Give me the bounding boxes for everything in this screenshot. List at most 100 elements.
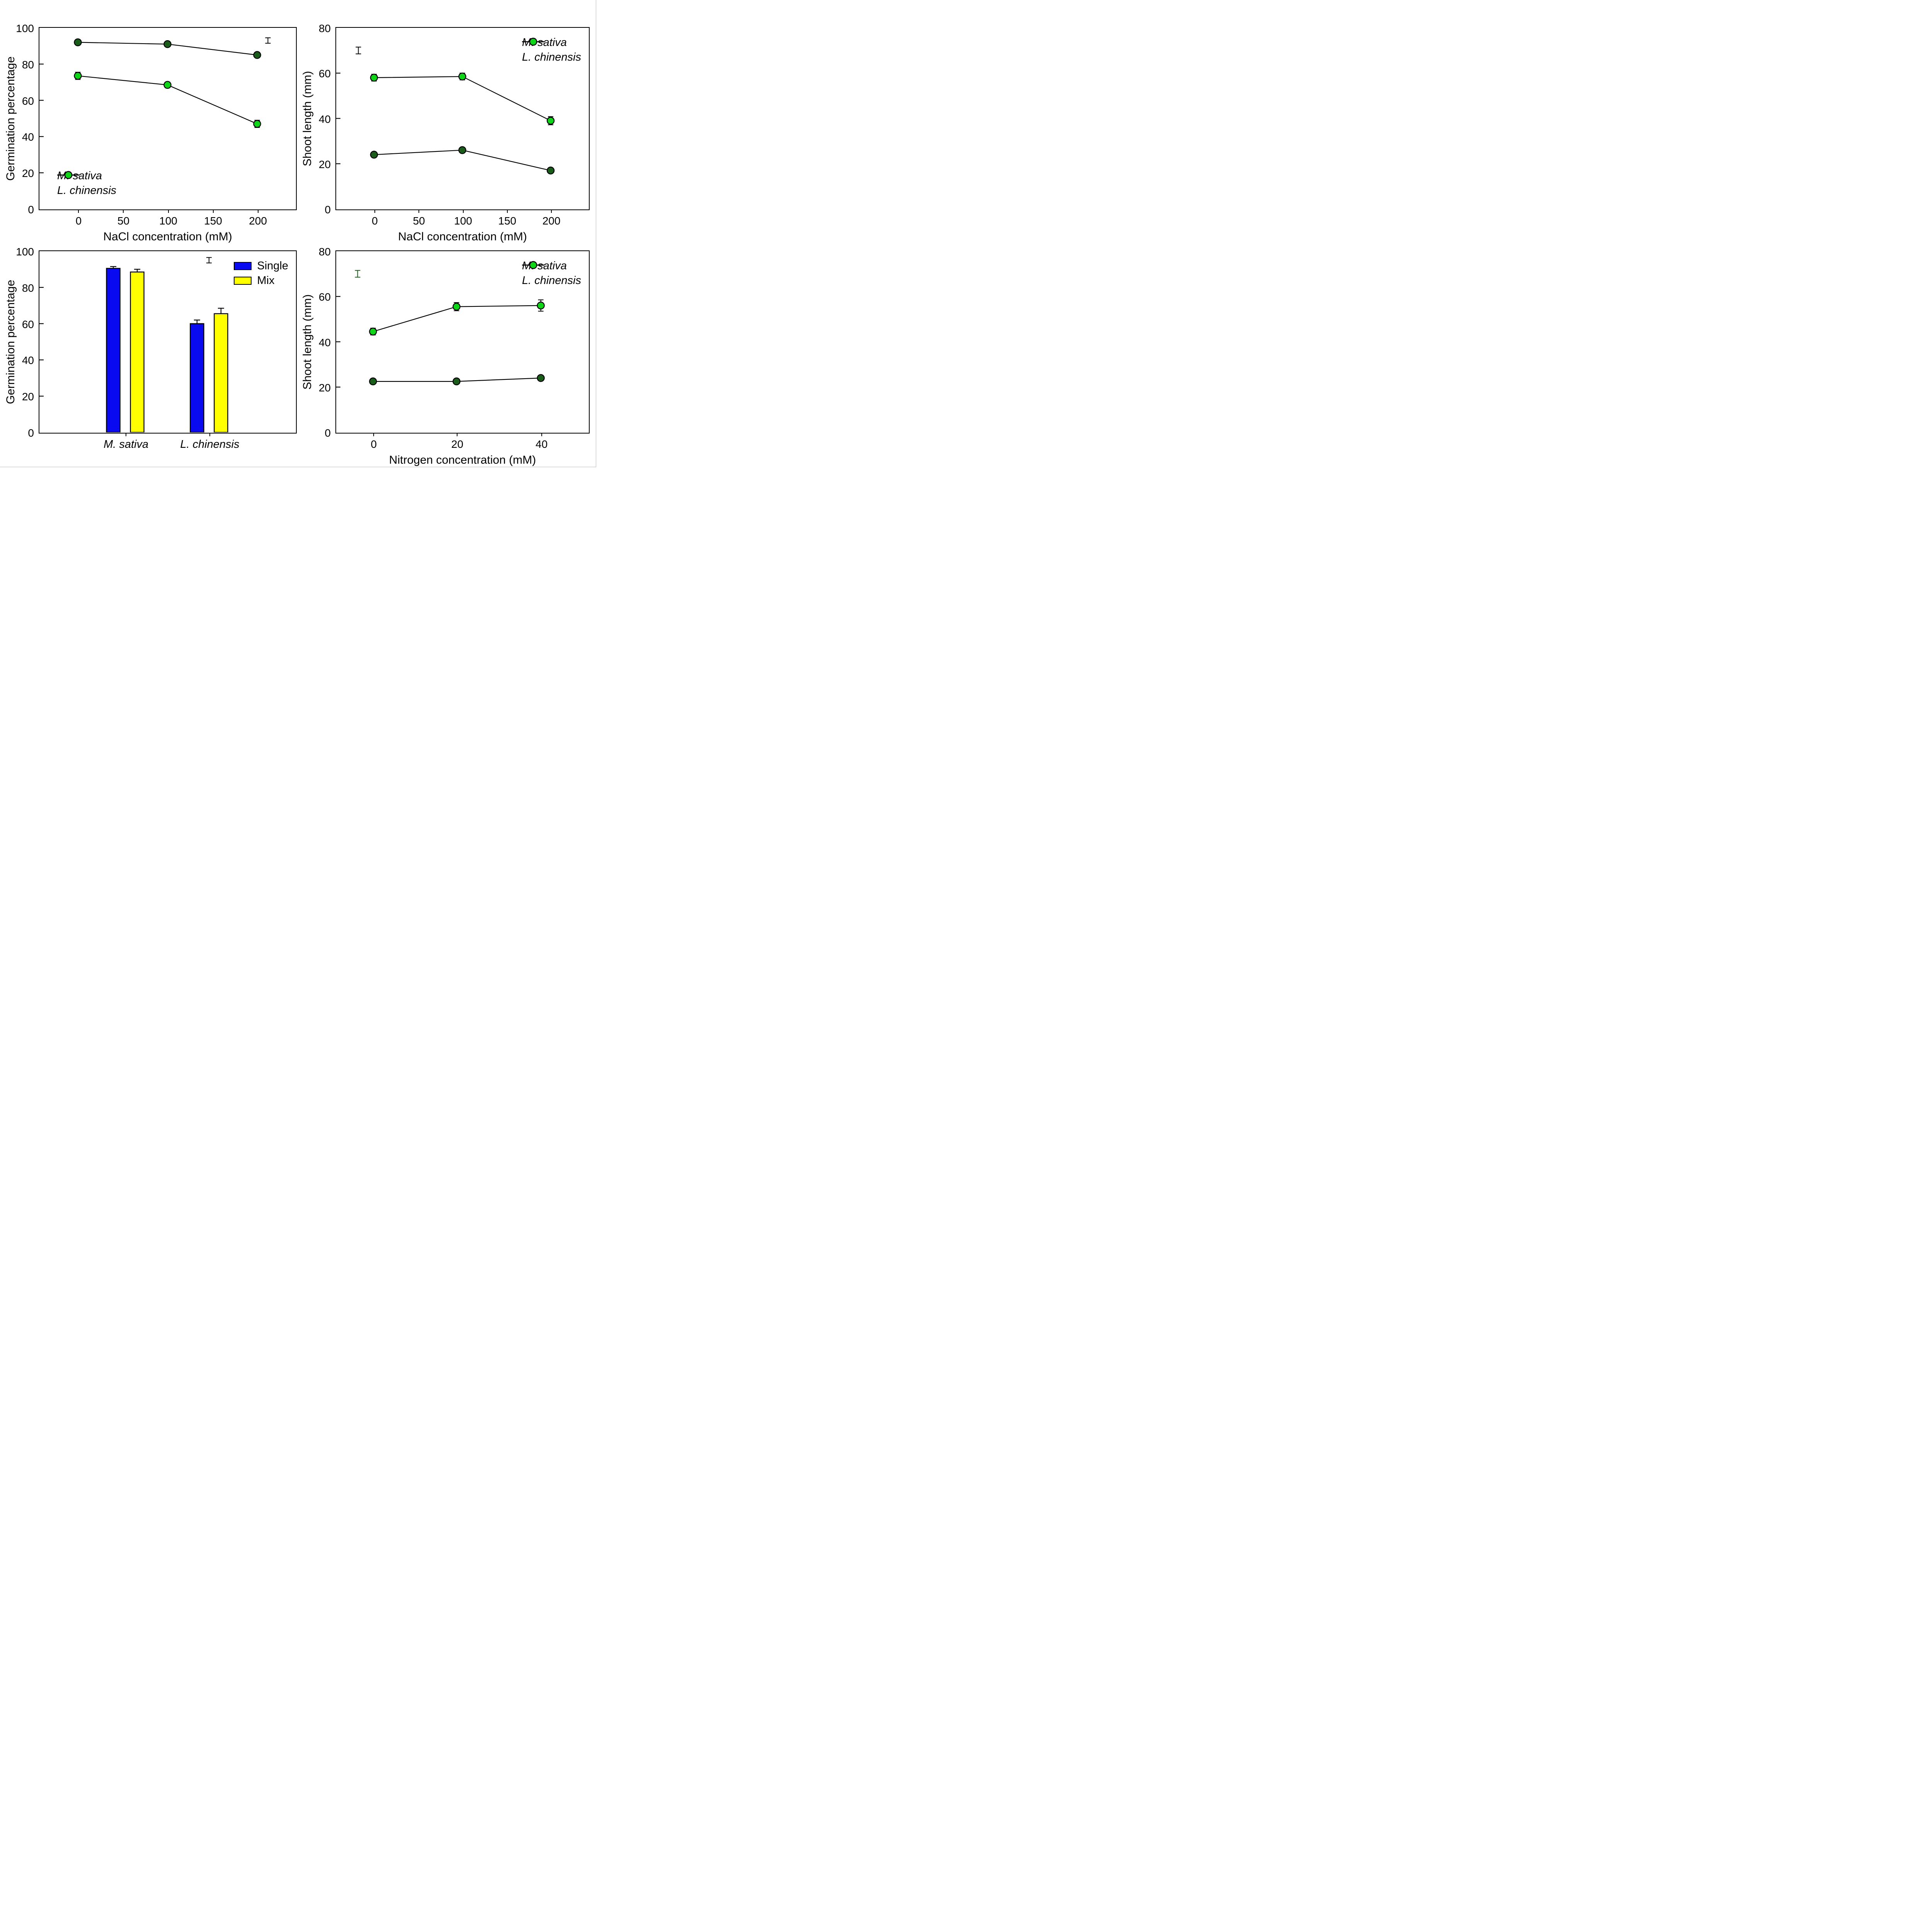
x-tick-mark [78, 209, 79, 213]
x-tick-label: 50 [117, 215, 130, 227]
data-point-marker [74, 72, 82, 80]
panel-shoot-length-vs-nacl: Shoot length (mm) NaCl concentration (mM… [301, 23, 590, 243]
x-tick-mark [463, 209, 464, 213]
y-tick-label: 40 [22, 131, 34, 143]
legend-label: L. chinensis [57, 184, 117, 197]
x-tick-label: M. sativa [104, 438, 149, 451]
series-line [374, 76, 551, 121]
y-tick-label: 40 [22, 354, 34, 367]
y-tick-label: 80 [318, 246, 331, 258]
x-axis-title: NaCl concentration (mM) [103, 230, 232, 243]
panel-germination-vs-nacl: Germination percentage NaCl concentratio… [4, 23, 297, 243]
data-point-marker [537, 301, 545, 310]
data-point-marker [370, 151, 378, 159]
y-tick-label: 20 [22, 167, 34, 180]
legend: Single Mix [234, 260, 288, 286]
x-tick-label: 200 [249, 215, 267, 227]
x-tick-mark [209, 433, 210, 436]
legend-swatch-icon [234, 277, 252, 285]
bar [214, 313, 228, 432]
data-point-marker [369, 327, 377, 336]
legend-label: L. chinensis [522, 51, 581, 63]
legend-marker-icon [522, 37, 544, 46]
bar [106, 268, 121, 432]
data-point-marker [74, 38, 82, 46]
data-point-marker [458, 72, 466, 81]
x-tick-label: 0 [75, 215, 82, 227]
legend-label: L. chinensis [522, 274, 581, 287]
legend: M. sativa L. chinensis [57, 170, 116, 196]
y-axis-title: Germination percentage [4, 280, 17, 404]
y-tick-label: 0 [325, 427, 331, 439]
bar [130, 271, 145, 432]
y-tick-label: 40 [318, 113, 331, 125]
x-tick-mark [374, 209, 375, 213]
legend-marker-icon [57, 171, 80, 179]
x-axis-title: Nitrogen concentration (mM) [389, 454, 536, 466]
data-point-marker [546, 117, 555, 125]
y-tick-label: 0 [28, 204, 34, 216]
y-tick-label: 80 [318, 22, 331, 34]
y-axis-title: Shoot length (mm) [301, 294, 314, 390]
x-axis-title: NaCl concentration (mM) [398, 230, 527, 243]
y-tick-label: 80 [22, 282, 34, 294]
y-tick-label: 60 [22, 318, 34, 330]
y-axis-title: Shoot length (mm) [301, 71, 314, 167]
y-tick-label: 60 [22, 95, 34, 107]
y-tick-label: 100 [16, 22, 34, 34]
panel-germination-bars: Germination percentage 0 20 40 60 80 100 M. sa… [4, 247, 297, 450]
figure-canvas: Germination percentage NaCl concentratio… [0, 0, 596, 467]
x-tick-label: 150 [204, 215, 222, 227]
legend-swatch-icon [234, 262, 252, 270]
legend-item: Mix [234, 275, 288, 286]
y-tick-label: 0 [325, 204, 331, 216]
x-tick-mark [418, 209, 420, 213]
legend-item: Single [234, 260, 288, 272]
y-tick-label: 60 [318, 68, 331, 80]
x-tick-mark [541, 433, 542, 436]
data-point-marker [370, 73, 378, 82]
x-tick-label: 100 [159, 215, 177, 227]
y-axis-title: Germination percentage [4, 56, 17, 181]
x-tick-label: 40 [536, 438, 548, 450]
data-point-marker [537, 374, 545, 382]
y-tick-label: 20 [22, 391, 34, 403]
y-tick-label: 60 [318, 291, 331, 303]
data-point-marker [163, 81, 172, 89]
legend-label: Single [257, 260, 288, 272]
data-point-marker [452, 377, 461, 386]
y-tick-label: 0 [28, 427, 34, 439]
data-point-marker [253, 120, 261, 128]
x-tick-label: 0 [371, 438, 377, 450]
x-tick-mark [257, 209, 259, 213]
y-tick-label: 40 [318, 336, 331, 349]
legend-item: L. chinensis [522, 261, 581, 287]
x-tick-mark [123, 209, 124, 213]
chart-canvas [39, 257, 228, 432]
legend: M. sativa L. chinensis [522, 260, 581, 286]
x-tick-mark [551, 209, 552, 213]
x-tick-label: 0 [372, 215, 378, 227]
legend-marker-icon [522, 261, 544, 269]
data-point-marker [458, 146, 466, 154]
legend: M. sativa L. chinensis [522, 37, 581, 63]
y-tick-label: 20 [318, 158, 331, 170]
y-tick-label: 80 [22, 58, 34, 71]
x-tick-mark [373, 433, 374, 436]
x-tick-mark [213, 209, 214, 213]
y-tick-label: 20 [318, 381, 331, 394]
legend-label: Mix [257, 274, 275, 287]
data-point-marker [546, 167, 555, 175]
chart-canvas [336, 46, 555, 175]
x-tick-mark [507, 209, 508, 213]
data-point-marker [163, 40, 172, 48]
x-tick-label: 50 [413, 215, 425, 227]
y-tick-label: 100 [16, 246, 34, 258]
chart-canvas [39, 37, 271, 173]
x-tick-label: 100 [454, 215, 472, 227]
panel-shoot-length-vs-nitrogen: Shoot length (mm) Nitrogen concentration… [301, 247, 590, 466]
x-tick-mark [168, 209, 169, 213]
legend-item: L. chinensis [57, 171, 117, 197]
data-point-marker [452, 303, 461, 311]
chart-canvas [336, 270, 545, 388]
